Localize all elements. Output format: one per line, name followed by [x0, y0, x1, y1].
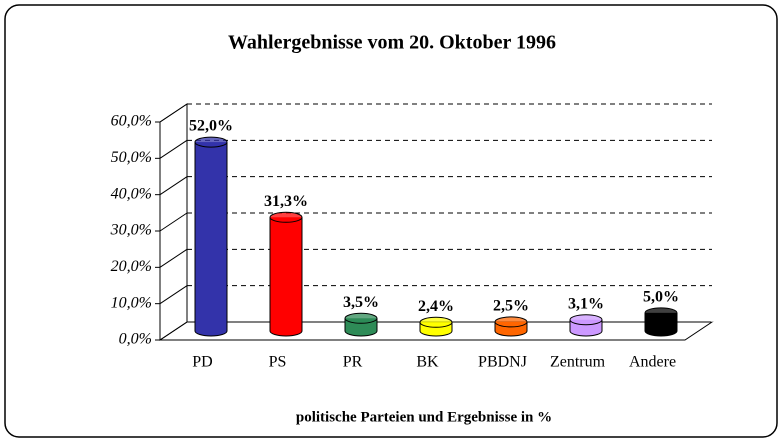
x-tick-label: PS — [269, 354, 287, 371]
value-label: 5,0% — [643, 289, 679, 306]
x-tick-label: PR — [343, 354, 363, 371]
y-tick-label: 20,0% — [111, 258, 152, 275]
value-label: 31,3% — [264, 193, 308, 210]
y-tick-label: 60,0% — [111, 113, 152, 130]
side-grid-line — [159, 139, 188, 159]
bar — [570, 319, 602, 331]
x-tick-label: BK — [416, 354, 439, 371]
y-tick-label: 40,0% — [111, 185, 152, 202]
value-label: 52,0% — [189, 118, 233, 135]
y-tick-label: 10,0% — [111, 294, 152, 311]
y-tick-label: 50,0% — [111, 149, 152, 166]
bar — [270, 217, 302, 331]
value-label: 2,4% — [418, 298, 454, 315]
y-tick-label: 0,0% — [119, 331, 152, 348]
bar — [195, 142, 227, 331]
value-label: 3,1% — [568, 295, 604, 312]
side-grid-line — [159, 248, 188, 268]
value-label: 2,5% — [493, 298, 529, 315]
x-tick-label: PD — [192, 354, 212, 371]
bar-top — [344, 312, 378, 324]
bar-top — [644, 307, 678, 319]
x-axis-label: politische Parteien und Ergebnisse in % — [296, 409, 552, 425]
bar-top — [569, 314, 603, 326]
bar-top — [494, 316, 528, 328]
bar-top — [269, 211, 303, 223]
y-tick-label: 30,0% — [110, 222, 152, 239]
bar-top — [419, 316, 453, 328]
bar-top — [194, 136, 228, 148]
side-grid-line — [159, 321, 188, 341]
x-tick-label: PBDNJ — [478, 354, 527, 371]
x-tick-label: Andere — [629, 354, 676, 371]
value-label: 3,5% — [343, 294, 379, 311]
side-grid-line — [159, 176, 188, 196]
side-grid-line — [159, 285, 188, 305]
side-grid-line — [159, 212, 188, 232]
x-tick-label: Zentrum — [550, 354, 606, 371]
side-grid-line — [159, 103, 188, 123]
chart-title: Wahlergebnisse vom 20. Oktober 1996 — [228, 32, 556, 54]
